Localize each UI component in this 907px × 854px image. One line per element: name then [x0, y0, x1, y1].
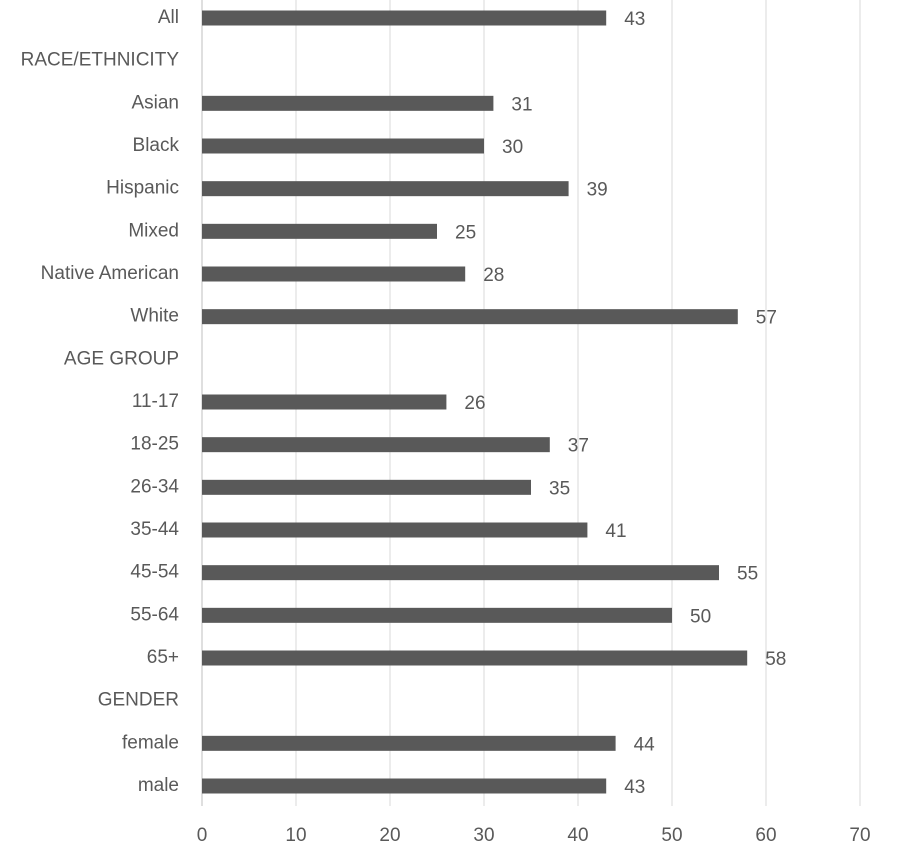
bar	[202, 223, 437, 239]
data-label: 30	[502, 137, 523, 158]
data-label: 37	[568, 436, 589, 457]
bar	[202, 607, 672, 623]
x-tick-label: 10	[285, 825, 306, 846]
data-label: 28	[483, 265, 504, 286]
x-tick-label: 20	[379, 825, 400, 846]
bar	[202, 735, 616, 751]
y-tick-label: 45-54	[130, 562, 179, 583]
data-label: 35	[549, 478, 570, 499]
y-tick-label: White	[130, 306, 179, 327]
y-tick-label: female	[122, 732, 179, 753]
bar	[202, 394, 447, 410]
y-tick-label: 18-25	[130, 434, 179, 455]
data-label: 44	[634, 734, 656, 755]
data-label: 41	[605, 521, 626, 542]
x-tick-label: 70	[849, 825, 870, 846]
y-tick-label: male	[138, 775, 179, 796]
data-label: 39	[587, 180, 608, 201]
data-label: 55	[737, 564, 758, 585]
bar	[202, 266, 466, 282]
y-tick-label: Mixed	[128, 220, 179, 241]
y-tick-label: 55-64	[130, 604, 179, 625]
y-tick-label: 26-34	[130, 476, 179, 497]
data-label: 26	[464, 393, 485, 414]
y-tick-label: AGE GROUP	[64, 348, 179, 369]
data-label: 58	[765, 649, 786, 670]
bar	[202, 10, 607, 26]
bar	[202, 181, 569, 197]
data-label: 31	[511, 94, 532, 115]
y-tick-label: RACE/ETHNICITY	[21, 50, 180, 71]
y-tick-label: 65+	[147, 647, 179, 668]
data-label: 43	[624, 777, 645, 798]
bar	[202, 479, 531, 495]
data-label: 43	[624, 9, 645, 30]
x-tick-label: 40	[567, 825, 588, 846]
bar	[202, 522, 588, 538]
bar	[202, 138, 484, 154]
x-tick-label: 0	[197, 825, 208, 846]
bar	[202, 650, 748, 666]
data-label: 50	[690, 606, 711, 627]
x-tick-label: 60	[755, 825, 776, 846]
y-tick-label: Asian	[131, 92, 179, 113]
y-tick-label: Black	[133, 135, 180, 156]
y-tick-label: GENDER	[98, 690, 179, 711]
bar	[202, 95, 494, 111]
y-tick-label: 11-17	[132, 391, 179, 412]
bar	[202, 565, 719, 581]
bar	[202, 309, 738, 325]
x-tick-label: 30	[473, 825, 494, 846]
bar	[202, 778, 607, 794]
data-label: 25	[455, 222, 476, 243]
data-label: 57	[756, 308, 777, 329]
y-tick-label: Native American	[41, 263, 179, 284]
y-tick-label: All	[158, 7, 179, 28]
x-tick-label: 50	[661, 825, 682, 846]
bar	[202, 437, 550, 453]
y-tick-label: Hispanic	[106, 178, 179, 199]
y-tick-label: 35-44	[130, 519, 179, 540]
